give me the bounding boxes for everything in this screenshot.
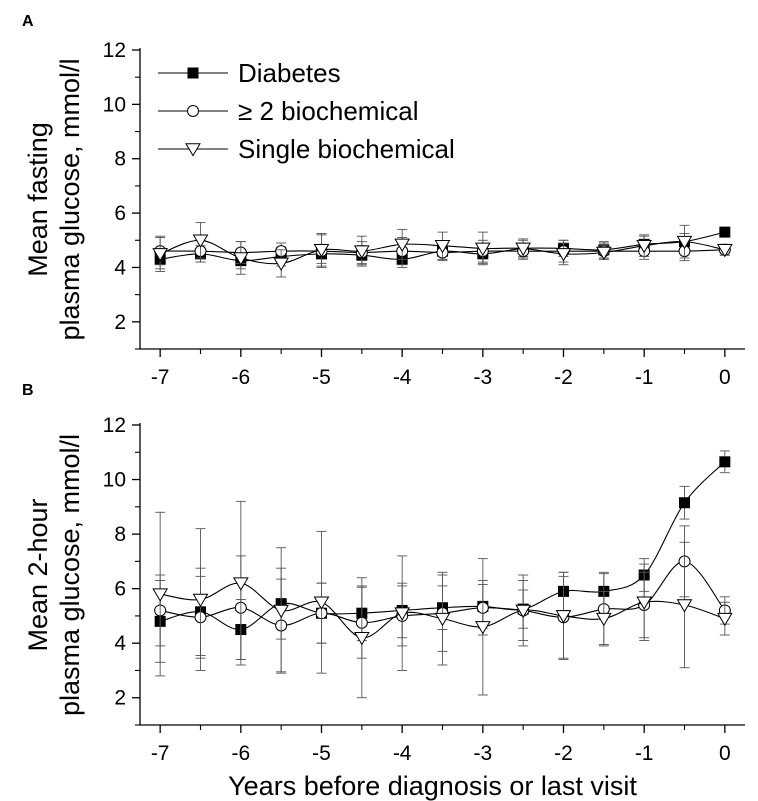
x-axis-title: Years before diagnosis or last visit xyxy=(228,771,637,801)
x-tick-label: -3 xyxy=(473,742,492,765)
data-point xyxy=(716,612,733,627)
legend-label: Diabetes xyxy=(238,58,341,88)
data-point xyxy=(273,604,290,619)
x-tick-label: -6 xyxy=(231,742,250,765)
x-tick-label: -4 xyxy=(393,742,412,765)
y-tick-label: 12 xyxy=(103,414,126,437)
panel-label-b: B xyxy=(22,382,34,399)
y-axis-title-line: plasma glucose, mmol/l xyxy=(55,58,85,340)
data-point xyxy=(474,242,491,257)
legend-label: Single biochemical xyxy=(238,134,455,164)
x-tick-label: -2 xyxy=(554,366,573,389)
data-point xyxy=(434,612,451,627)
x-tick-label: -3 xyxy=(473,366,492,389)
x-tick-label: -1 xyxy=(635,366,654,389)
legend-marker xyxy=(187,105,199,117)
data-point xyxy=(192,234,209,248)
data-point xyxy=(232,577,249,591)
legend: Diabetes ≥ 2 biochemical Single biochemica… xyxy=(158,58,455,164)
x-tick-label: -5 xyxy=(312,366,331,389)
y-tick-label: 6 xyxy=(114,578,126,601)
data-point xyxy=(394,238,411,252)
data-point xyxy=(353,245,370,259)
series-open-triangle-down xyxy=(152,222,733,278)
x-tick-label: -1 xyxy=(635,742,654,765)
data-point xyxy=(152,588,169,602)
x-tick-label: 0 xyxy=(719,366,731,389)
data-point xyxy=(273,257,290,272)
panel-label-a: A xyxy=(22,13,34,30)
data-point xyxy=(636,596,653,610)
data-point xyxy=(353,631,370,646)
data-point xyxy=(636,239,653,254)
series-open-triangle-down xyxy=(152,500,733,699)
x-tick-label: 0 xyxy=(719,742,731,765)
y-tick-label: 2 xyxy=(114,687,126,710)
x-tick-label: -2 xyxy=(554,742,573,765)
y-axis-title-line: Mean fasting xyxy=(23,122,53,277)
data-point xyxy=(394,607,411,621)
data-point xyxy=(515,242,532,257)
data-point xyxy=(313,244,330,258)
data-point xyxy=(555,610,572,624)
data-point xyxy=(232,252,249,266)
data-point xyxy=(434,239,451,254)
y-tick-label: 10 xyxy=(103,93,126,116)
x-tick-label: -5 xyxy=(312,742,331,765)
data-point xyxy=(192,593,209,608)
legend-marker xyxy=(187,67,199,79)
data-point xyxy=(676,235,693,250)
y-tick-label: 8 xyxy=(114,523,126,546)
y-tick-label: 6 xyxy=(114,202,126,225)
data-point xyxy=(679,497,690,509)
y-tick-label: 8 xyxy=(114,148,126,171)
data-point xyxy=(719,226,731,238)
panel-a: A 2 4 6 8 10 12 -7 -6 -5 -4 -3 -2 -1 0 Mean fasting plas… xyxy=(22,13,745,389)
data-point xyxy=(716,244,733,258)
data-point xyxy=(595,612,612,627)
y-axis-title-line: Mean 2-hour xyxy=(23,498,53,651)
data-point xyxy=(719,456,731,468)
data-point xyxy=(595,246,612,261)
x-tick-label: -6 xyxy=(231,366,250,389)
y-tick-label: 12 xyxy=(103,39,126,62)
data-point xyxy=(474,621,491,635)
x-tick-label: -4 xyxy=(393,366,412,389)
panel-b: B 2 4 6 8 10 12 -7 -6 -5 -4 -3 -2 -1 0 Mean 2-hour plasm… xyxy=(22,382,745,801)
legend-label: ≥ 2 biochemical xyxy=(238,96,418,126)
data-point xyxy=(676,599,693,613)
data-point xyxy=(152,248,169,262)
x-tick-label: -7 xyxy=(151,366,170,389)
y-tick-label: 10 xyxy=(103,469,126,492)
y-axis-title-line: plasma glucose, mmol/l xyxy=(55,434,85,716)
data-point xyxy=(555,248,572,262)
y-tick-label: 4 xyxy=(114,256,126,279)
data-point xyxy=(313,596,330,610)
y-tick-label: 4 xyxy=(114,632,126,655)
y-tick-label: 2 xyxy=(114,311,126,334)
legend-marker xyxy=(185,143,201,157)
data-point xyxy=(515,604,532,619)
x-tick-label: -7 xyxy=(151,742,170,765)
